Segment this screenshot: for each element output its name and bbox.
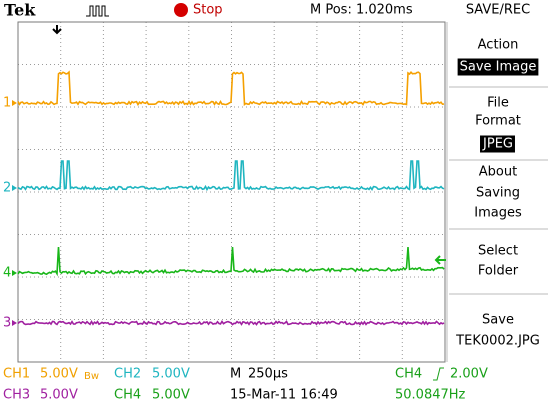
trigger-level-text: 2.00V [450, 367, 488, 382]
graticule [18, 22, 445, 362]
menu-label: About [479, 165, 517, 180]
acq-icon [86, 5, 109, 17]
marker-arrow [12, 100, 17, 106]
trigger-position [52, 25, 62, 35]
menu-label: Saving [476, 186, 520, 201]
menu-label: Action [478, 38, 519, 53]
timebase-scale: 250µs [248, 367, 288, 382]
menu-label: Save [482, 313, 514, 328]
marker-arrow [12, 320, 17, 326]
run-status: Stop [193, 3, 223, 18]
menu-label: Select [478, 244, 518, 259]
marker-arrow [12, 185, 17, 191]
frequency: 50.0847Hz [395, 388, 466, 403]
ch4-scale: 5.00V [152, 388, 190, 403]
ch4-trace [17, 246, 445, 277]
traces [17, 70, 445, 326]
menu-value-highlight [457, 58, 539, 76]
trigger-edge [433, 367, 444, 381]
ch3-trace [17, 319, 445, 326]
ch3-name: CH3 [3, 388, 30, 403]
menu-label: Format [475, 114, 521, 129]
horizontal-position: M Pos: 1.020ms [310, 3, 413, 18]
menu-title: SAVE/REC [466, 3, 530, 18]
ch1-name: CH1 [3, 367, 30, 382]
status-bar: CH1 5.00V Bw CH2 5.00V M 250µs CH4 2.00V… [3, 367, 488, 403]
menu-value-highlight [480, 135, 515, 153]
ch4-name: CH4 [114, 388, 141, 403]
marker-arrow [12, 270, 17, 276]
menu-value: TEK0002.JPG [455, 334, 540, 349]
menu-value: JPEG [482, 137, 513, 152]
channel-marker: 4 [3, 266, 11, 281]
graticule-border [17, 21, 446, 363]
side-menu: Action Save Image File Format JPEG About Savin… [449, 38, 548, 349]
channel-marker: 2 [3, 181, 11, 196]
trigger-source: CH4 [395, 367, 422, 382]
ch3-scale: 5.00V [40, 388, 78, 403]
brand: Tek [4, 1, 36, 20]
ch1-trace [17, 70, 445, 107]
ch2-name: CH2 [114, 367, 141, 382]
channel-marker: 3 [3, 316, 11, 331]
datetime: 15-Mar-11 16:49 [230, 388, 338, 403]
trigger-level [434, 255, 446, 265]
menu-label: Images [474, 206, 522, 221]
menu-label: File [487, 96, 509, 111]
menu-value: Save Image [460, 60, 537, 75]
channel-marker: 1 [3, 96, 11, 111]
timebase-name: M [230, 367, 241, 382]
menu-label: Folder [478, 264, 519, 279]
stop-icon [174, 3, 188, 17]
ch1-bw: Bw [84, 371, 99, 382]
ch2-scale: 5.00V [152, 367, 190, 382]
ch2-trace [17, 160, 445, 192]
ch1-scale: 5.00V [40, 367, 78, 382]
